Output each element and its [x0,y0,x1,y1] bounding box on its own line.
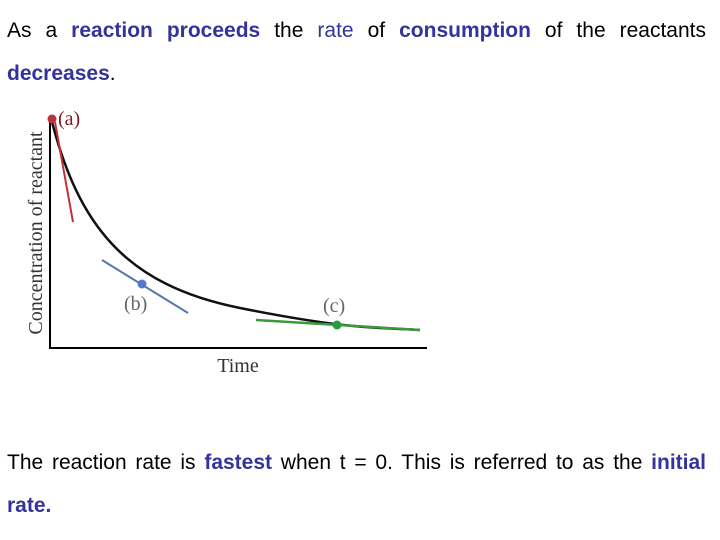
text: the [260,19,318,42]
point-b [137,279,147,289]
point-c [332,320,342,330]
highlight: fastest [204,451,273,474]
text: As a [7,19,72,42]
curve [49,117,421,332]
y-axis-label: Concentration of reactant [25,131,47,335]
text: of the reactants [530,19,706,42]
highlight: consumption [399,19,531,42]
highlight: reaction proceeds [71,19,261,42]
text: . [109,62,116,85]
highlight: decreases [7,62,110,85]
point-label: (c) [323,295,345,317]
text: The reaction rate is [7,451,205,474]
highlight: rate [317,19,354,42]
text: of [353,19,400,42]
paragraph: The reaction rate is fastest when t = 0.… [7,441,706,527]
point-a [47,114,57,124]
point-label: (a) [58,108,80,130]
point-label: (b) [124,293,147,315]
paragraph: As a reaction proceeds the rate of consu… [7,9,706,95]
highlight: initial rate. [7,451,706,517]
x-axis-label: Time [217,355,259,377]
tangent-a [54,121,74,223]
text: when t = 0. This is referred to as the [272,451,652,474]
